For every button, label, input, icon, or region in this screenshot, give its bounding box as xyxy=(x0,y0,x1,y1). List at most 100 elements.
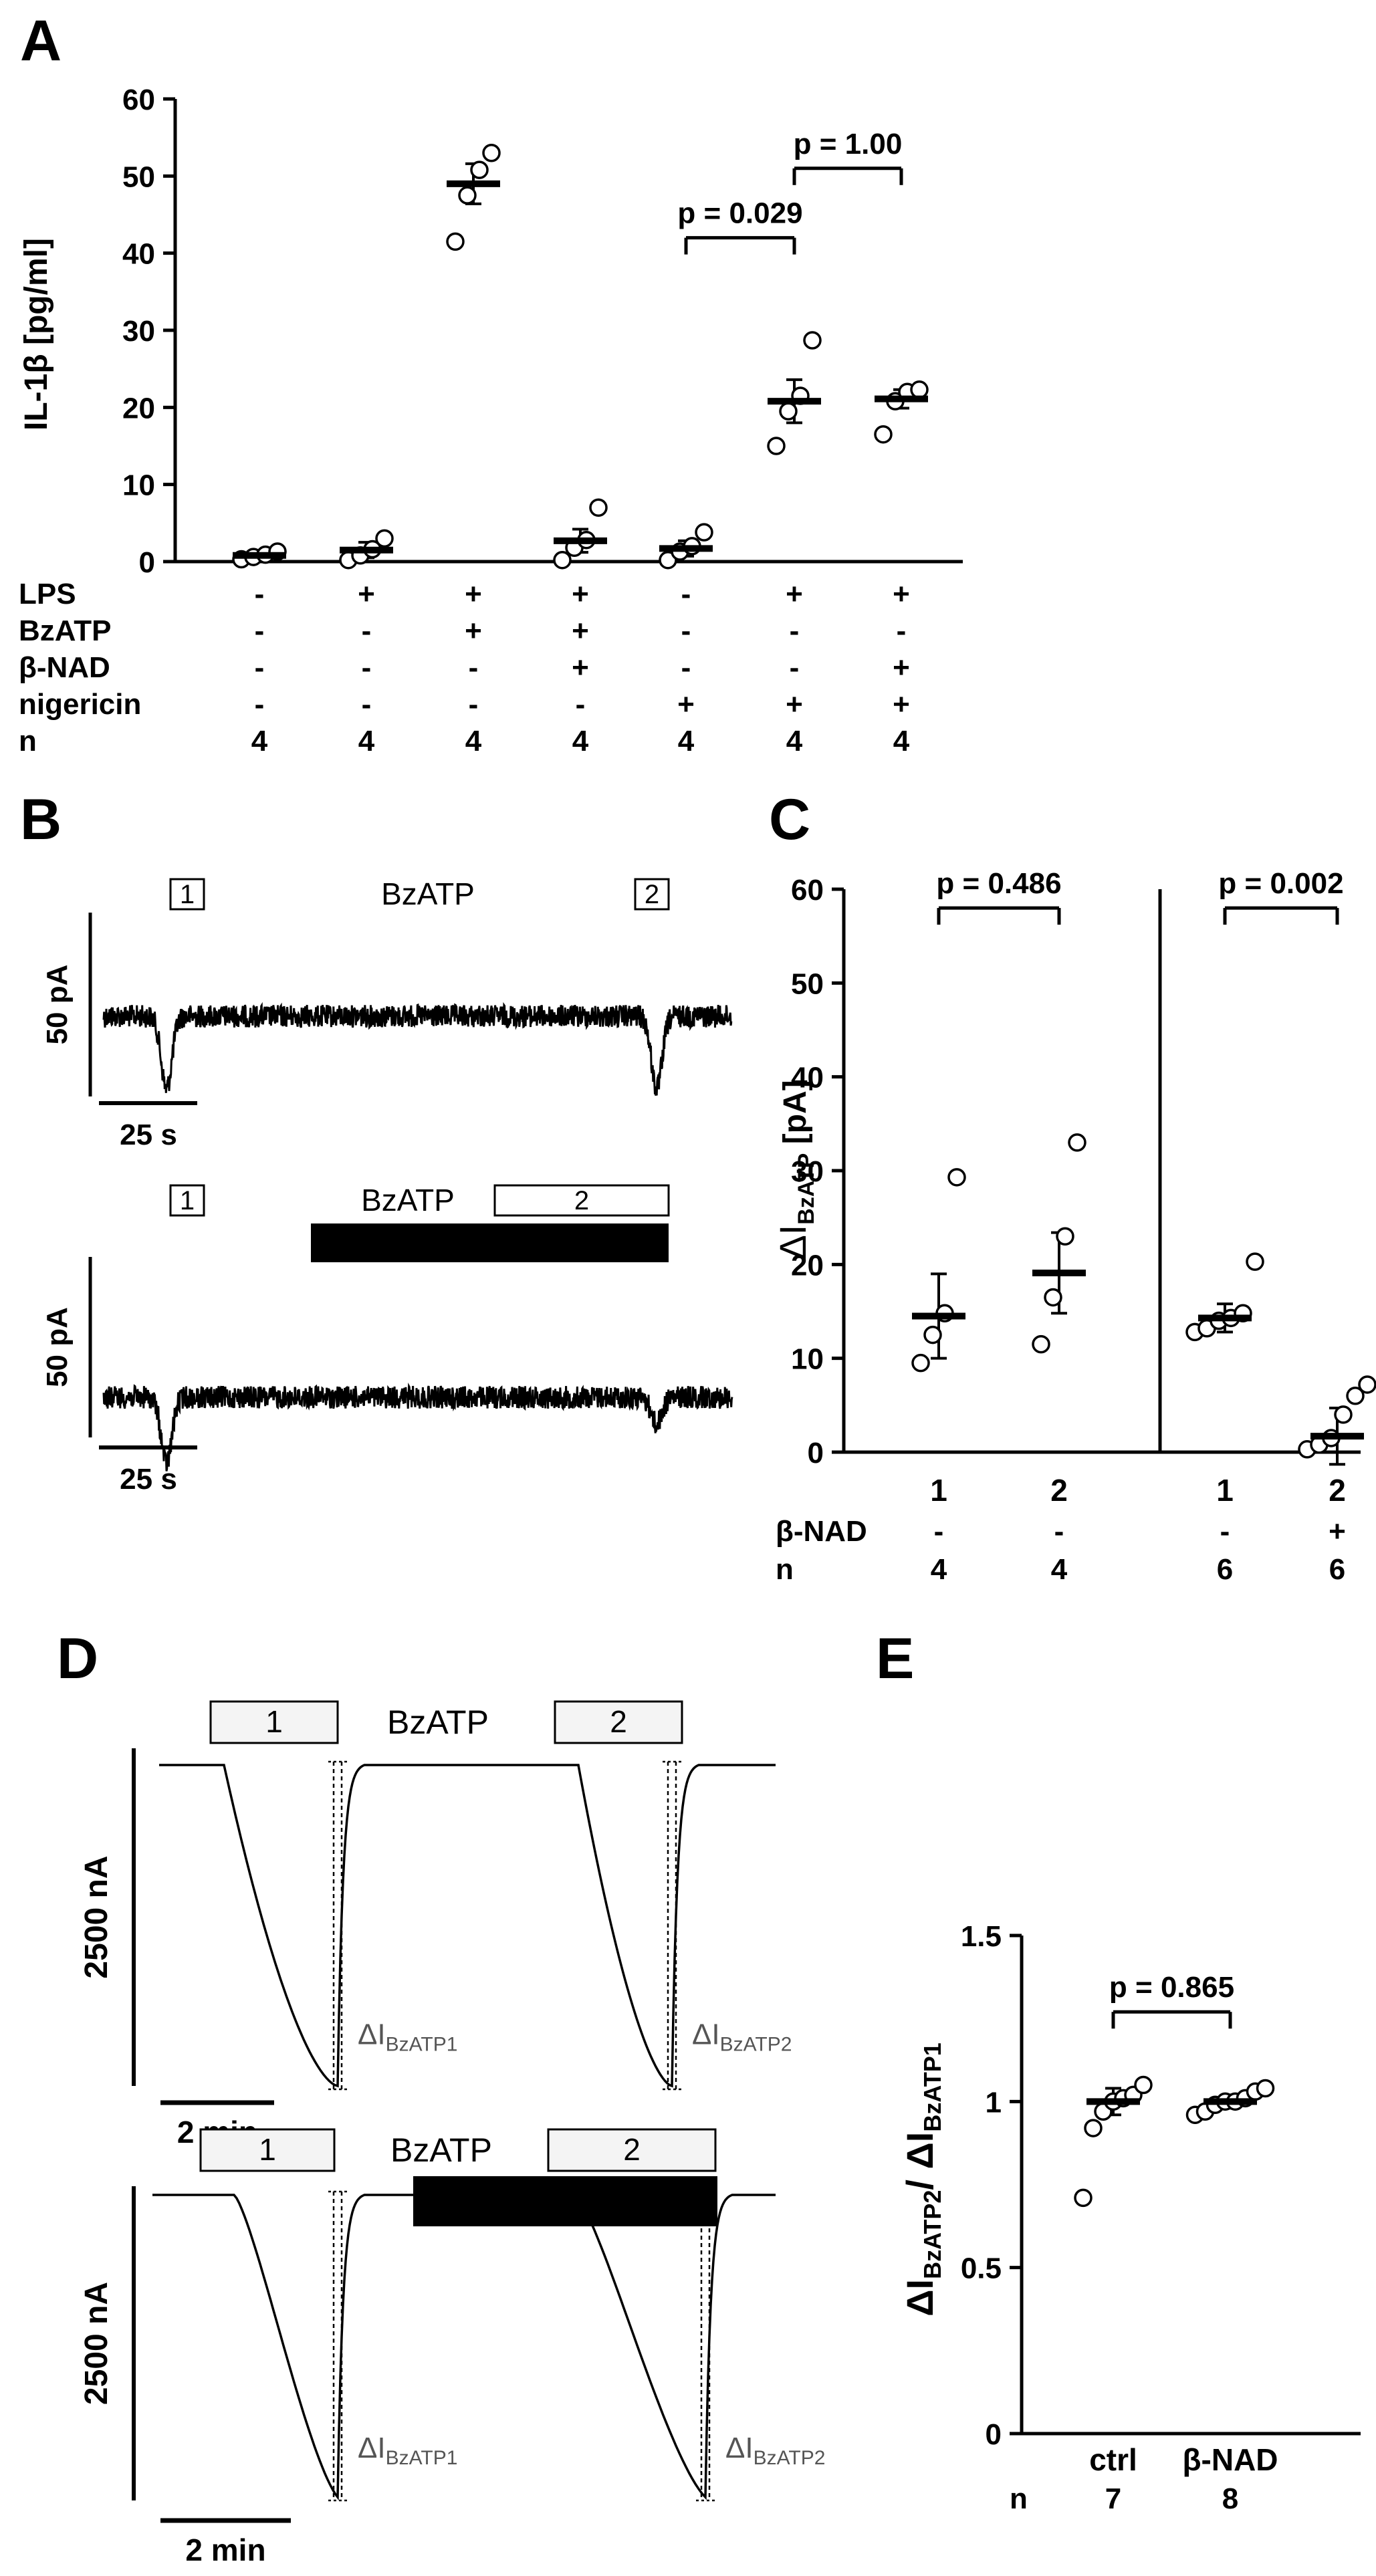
table-cell: + xyxy=(572,578,589,610)
trace-b-1: 50 pA 25 s 1 BzATP 2 xyxy=(41,876,733,1151)
y-tick-label: 60 xyxy=(791,874,824,907)
data-group xyxy=(874,380,929,444)
table-row-label: nigericin xyxy=(19,688,141,721)
data-point xyxy=(695,523,713,542)
table-cell: 4 xyxy=(786,725,803,757)
period-box-1 xyxy=(199,2128,336,2172)
drug-label: BzATP xyxy=(387,1704,489,1741)
y-tick-label: 1 xyxy=(986,2086,1002,2119)
y-tick-label: 0.5 xyxy=(961,2252,1002,2285)
table-cell: + xyxy=(358,578,375,610)
table-cell: 4 xyxy=(251,725,268,757)
table-cell: 8 xyxy=(1222,2482,1238,2515)
current-trace xyxy=(152,2194,776,2501)
table-cell: 4 xyxy=(358,725,375,757)
delta-label: ΔIBzATP1 xyxy=(358,2432,457,2469)
table-cell: - xyxy=(681,614,691,647)
data-point xyxy=(923,1325,942,1344)
data-group xyxy=(767,331,822,455)
table-cell: - xyxy=(469,651,479,684)
panel-letter-a: A xyxy=(20,9,62,73)
y-tick-label: 0 xyxy=(808,1437,824,1470)
delta-marker: ΔIBzATP2 xyxy=(663,1760,792,2091)
delta-label: ΔIBzATP2 xyxy=(692,2018,792,2056)
table-row-label: BzATP xyxy=(19,614,112,647)
table-row-label: n xyxy=(776,1553,794,1586)
beta-nad-label: β-NAD xyxy=(443,1225,536,1260)
data-point xyxy=(1246,1252,1264,1271)
data-group xyxy=(232,542,287,569)
significance-bracket: p = 0.029 xyxy=(677,197,803,255)
current-trace xyxy=(102,1002,733,1096)
beta-nad-bar xyxy=(413,2176,717,2226)
table-cell: - xyxy=(681,578,691,610)
panel-letter-d: D xyxy=(57,1627,98,1691)
delta-label: ΔIBzATP2 xyxy=(725,2432,825,2469)
data-group xyxy=(553,498,608,570)
y-tick-label: 20 xyxy=(791,1249,824,1282)
data-group xyxy=(1074,2075,1153,2208)
group-label: 2 xyxy=(1050,1473,1068,1508)
data-point xyxy=(458,186,477,205)
period-label-2: 2 xyxy=(574,1186,589,1215)
group-label: ctrl xyxy=(1089,2442,1137,2477)
y-tick-label: 30 xyxy=(791,1155,824,1188)
table-cell: + xyxy=(893,578,910,610)
table-cell: + xyxy=(893,651,910,684)
table-cell: 4 xyxy=(1051,1553,1068,1586)
data-point xyxy=(874,425,893,444)
p-value: p = 1.00 xyxy=(794,128,903,160)
data-group xyxy=(659,523,713,570)
data-point xyxy=(947,1168,966,1187)
y-tick-label: 40 xyxy=(791,1062,824,1094)
table-cell: - xyxy=(469,688,479,721)
scale-label-x: 25 s xyxy=(120,1119,177,1151)
scale-label-x: 2 min xyxy=(185,2533,265,2567)
trace-b-2: 50 pA 25 s 1 BzATP 2 β-NAD xyxy=(41,1183,733,1496)
drug-label: BzATP xyxy=(390,2131,492,2169)
data-group xyxy=(446,143,501,251)
panel-letter-c: C xyxy=(769,788,810,852)
data-point xyxy=(779,402,798,421)
current-trace xyxy=(102,1383,733,1472)
period-label-2: 2 xyxy=(623,2132,641,2167)
data-point xyxy=(589,498,608,517)
y-tick-label: 50 xyxy=(122,160,155,193)
table-cell: - xyxy=(897,614,907,647)
group-label: 2 xyxy=(1329,1473,1346,1508)
table-cell: 4 xyxy=(465,725,482,757)
period-box-2 xyxy=(493,1184,670,1217)
significance-bracket: p = 0.002 xyxy=(1218,867,1344,925)
period-box-1 xyxy=(209,1700,339,1744)
y-tick-label: 60 xyxy=(122,84,155,116)
period-label-2: 2 xyxy=(645,880,659,909)
y-tick-label: 0 xyxy=(139,546,155,579)
period-label-2: 2 xyxy=(610,1704,627,1739)
scale-label-y: 50 pA xyxy=(41,1307,74,1387)
data-point xyxy=(1056,1227,1074,1246)
y-axis-label: IL-1β [pg/ml] xyxy=(19,238,54,431)
delta-marker: ΔIBzATP1 xyxy=(328,2190,457,2502)
data-point xyxy=(767,437,786,455)
table-row-label: LPS xyxy=(19,578,76,610)
period-box-1 xyxy=(169,1184,205,1217)
table-cell: - xyxy=(362,688,372,721)
table-cell: - xyxy=(255,651,265,684)
table-cell: + xyxy=(786,578,803,610)
data-point xyxy=(1074,2188,1093,2208)
data-point xyxy=(1068,1133,1086,1152)
table-cell: + xyxy=(893,688,910,721)
p-value: p = 0.002 xyxy=(1218,867,1343,900)
data-point xyxy=(911,1353,930,1373)
data-group xyxy=(911,1168,966,1373)
data-group xyxy=(1032,1133,1086,1354)
table-row-label: n xyxy=(1010,2482,1028,2515)
table-cell: 4 xyxy=(572,725,589,757)
y-axis-label: ΔIBzATP2/ ΔIBzATP1 xyxy=(899,2042,946,2316)
table-cell: + xyxy=(677,688,695,721)
data-point xyxy=(375,529,394,548)
table-cell: + xyxy=(572,651,589,684)
table-cell: - xyxy=(790,651,800,684)
period-label-1: 1 xyxy=(180,1186,195,1215)
table-cell: 4 xyxy=(931,1553,947,1586)
